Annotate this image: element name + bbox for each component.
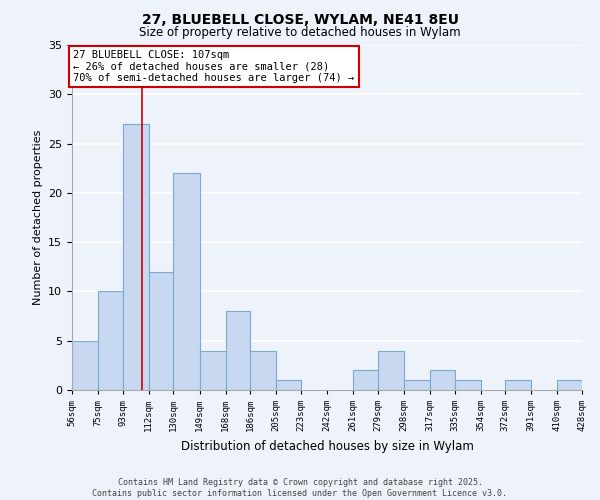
Bar [353, 370, 378, 390]
Bar [455, 380, 481, 390]
Text: 27, BLUEBELL CLOSE, WYLAM, NE41 8EU: 27, BLUEBELL CLOSE, WYLAM, NE41 8EU [142, 12, 458, 26]
Bar [250, 350, 276, 390]
Bar [404, 380, 430, 390]
Bar [557, 380, 582, 390]
Bar [98, 292, 123, 390]
Bar [430, 370, 455, 390]
Bar [149, 272, 173, 390]
Bar [226, 311, 250, 390]
Bar [276, 380, 301, 390]
Bar [123, 124, 149, 390]
Y-axis label: Number of detached properties: Number of detached properties [32, 130, 43, 305]
Bar [72, 340, 98, 390]
Bar [378, 350, 404, 390]
Bar [505, 380, 531, 390]
Bar [173, 173, 200, 390]
Text: Contains HM Land Registry data © Crown copyright and database right 2025.
Contai: Contains HM Land Registry data © Crown c… [92, 478, 508, 498]
Text: 27 BLUEBELL CLOSE: 107sqm
← 26% of detached houses are smaller (28)
70% of semi-: 27 BLUEBELL CLOSE: 107sqm ← 26% of detac… [73, 50, 355, 83]
Text: Size of property relative to detached houses in Wylam: Size of property relative to detached ho… [139, 26, 461, 39]
X-axis label: Distribution of detached houses by size in Wylam: Distribution of detached houses by size … [181, 440, 473, 452]
Bar [199, 350, 226, 390]
